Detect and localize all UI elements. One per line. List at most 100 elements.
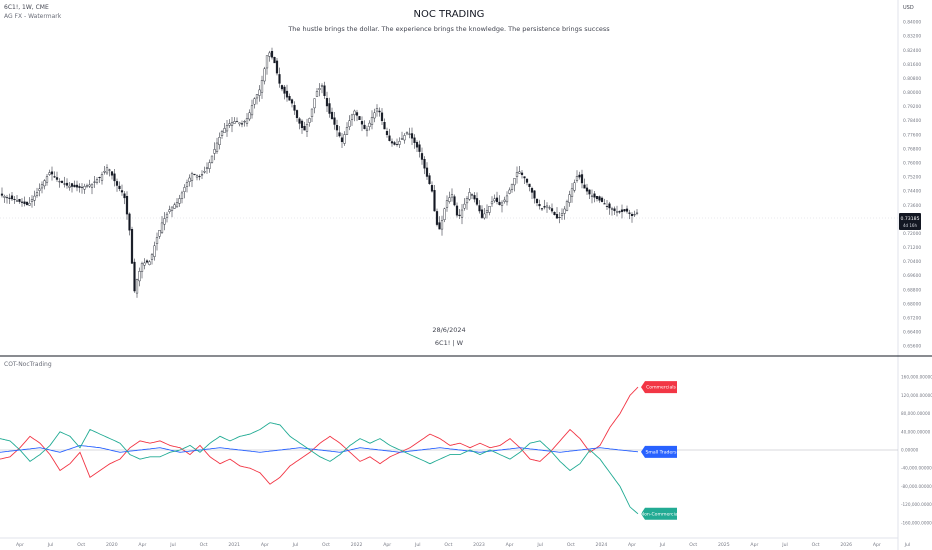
- candle: [73, 180, 76, 188]
- candle: [85, 183, 89, 189]
- cot-tick-label: -80,000.00000: [901, 484, 932, 489]
- candle: [428, 173, 431, 185]
- time-axis[interactable]: Apr Jul Oct 2020 Apr Jul Oct 2021 Apr Jul Oct 2022 A…: [16, 542, 910, 548]
- candle: [340, 132, 344, 148]
- candle: [298, 117, 301, 130]
- cot-tick-label: -120,000.00000: [901, 502, 932, 507]
- candle: [323, 81, 326, 99]
- candle: [568, 190, 571, 207]
- candle: [90, 183, 94, 195]
- cot-axis[interactable]: 160,000.00000 120,000.00000 80,000.00000 40…: [901, 375, 932, 526]
- candle: [435, 208, 439, 227]
- candle: [75, 180, 79, 192]
- time-tick-label: Jul: [47, 542, 54, 548]
- price-tick-label: 0.72000: [903, 231, 921, 237]
- candle: [455, 202, 459, 218]
- candle: [68, 182, 71, 191]
- series-label-non-commercials: Non-Commercials: [641, 507, 682, 520]
- candle: [538, 199, 541, 210]
- candle: [315, 88, 319, 97]
- candle: [258, 85, 261, 102]
- candle: [575, 170, 579, 183]
- cot-line-small-traders: [0, 444, 639, 453]
- price-tick-label: 0.84000: [903, 20, 921, 26]
- candle: [208, 159, 211, 173]
- candle: [95, 177, 99, 185]
- price-tick-label: 0.81600: [903, 62, 921, 68]
- candle: [100, 171, 104, 185]
- candle: [88, 179, 91, 188]
- candle: [270, 47, 274, 60]
- candle: [18, 198, 21, 204]
- candle: [478, 200, 481, 214]
- candle: [158, 229, 161, 239]
- price-tick-label: 0.76000: [903, 161, 921, 167]
- cot-pane-title[interactable]: COT-NocTrading: [4, 361, 52, 368]
- candle: [8, 193, 11, 204]
- candle: [285, 84, 289, 102]
- candle: [320, 83, 324, 94]
- symbol-info[interactable]: 6C1!, 1W, CME: [4, 4, 49, 11]
- candle: [260, 75, 264, 99]
- time-tick-label: Oct: [567, 542, 575, 548]
- candle: [83, 183, 86, 194]
- candle: [345, 122, 349, 135]
- candle: [93, 176, 96, 188]
- candle: [365, 125, 369, 137]
- svg-text:Commercials: Commercials: [646, 385, 676, 391]
- candle: [25, 201, 29, 206]
- candle: [545, 202, 549, 213]
- candle: [310, 108, 314, 122]
- time-tick-label: 2023: [473, 542, 485, 548]
- candle: [293, 101, 296, 115]
- candle: [275, 58, 279, 76]
- candle: [610, 206, 614, 216]
- candle: [425, 162, 429, 180]
- candle: [553, 211, 556, 216]
- candle: [415, 140, 419, 152]
- candle: [235, 117, 239, 123]
- candle: [590, 189, 594, 204]
- time-tick-label: Jul: [659, 542, 666, 548]
- candle: [543, 199, 546, 210]
- price-tick-label: 0.78400: [903, 118, 921, 124]
- candle: [615, 205, 619, 217]
- candle: [408, 127, 411, 139]
- time-tick-label: Jul: [414, 542, 421, 548]
- candle: [110, 171, 114, 180]
- candle: [233, 117, 236, 124]
- candle: [243, 119, 246, 127]
- candle: [395, 138, 399, 147]
- candle: [388, 128, 391, 142]
- candle: [80, 183, 84, 194]
- currency-label[interactable]: USD: [903, 5, 914, 11]
- price-axis[interactable]: 0.84000 0.83200 0.82400 0.81600 0.80800 0.800…: [903, 20, 921, 350]
- candle: [558, 212, 561, 224]
- svg-text:Non-Commercials: Non-Commercials: [641, 511, 682, 517]
- candle: [550, 203, 554, 214]
- candle: [603, 198, 606, 205]
- candle: [473, 192, 476, 203]
- candle: [573, 179, 576, 193]
- candle: [3, 194, 6, 203]
- watermark-title: NOC TRADING: [413, 9, 485, 20]
- candle: [140, 261, 144, 279]
- candle: [490, 196, 494, 207]
- candle: [238, 122, 241, 127]
- candle: [198, 174, 201, 181]
- candle: [533, 190, 536, 204]
- candle: [318, 83, 321, 97]
- cot-tick-label: 40,000.00000: [901, 429, 931, 434]
- candle: [465, 196, 469, 210]
- cot-tick-label: 160,000.00000: [901, 375, 932, 380]
- candle: [453, 194, 456, 207]
- candle: [328, 97, 331, 118]
- time-tick-label: Jul: [904, 542, 911, 548]
- candle: [215, 137, 219, 154]
- watermark-indicator-label[interactable]: AG FX - Watermark: [4, 13, 62, 20]
- bar-countdown: 4d 16h: [903, 223, 917, 228]
- time-tick-label: Apr: [261, 542, 269, 548]
- candle: [508, 187, 511, 195]
